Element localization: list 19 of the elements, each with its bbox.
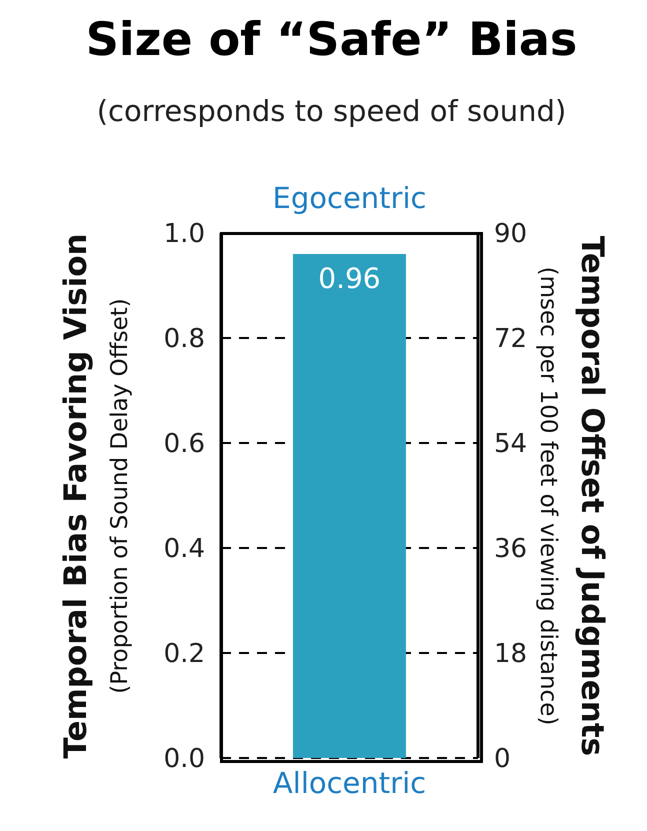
- y2-tick-label: 90: [494, 219, 528, 250]
- y2-tick-label: 18: [494, 639, 528, 670]
- chart-title: Size of “Safe” Bias: [84, 12, 578, 66]
- y-tick-label: 0.4: [164, 534, 205, 564]
- y2-tick-label: 54: [494, 429, 528, 460]
- chart-subtitle: (corresponds to speed of sound): [96, 94, 568, 128]
- data-label: 0.96: [318, 262, 381, 295]
- y-tick-label: 0.0: [164, 744, 205, 774]
- y-tick-label: 1.0: [164, 219, 205, 250]
- text: Egocentric: [272, 181, 428, 215]
- y-tick-label: 0.8: [164, 324, 205, 354]
- y-tick-label: 0.2: [164, 639, 205, 670]
- y2-axis-title: Temporal Offset of Judgments (msec per 100 feet of viewing distance): [534, 234, 611, 758]
- y2-tick-label: 36: [494, 534, 528, 564]
- y2-tick-label: 0: [494, 744, 511, 774]
- y-axis-title: Temporal Bias Favoring Vision (Proportion of Sound Delay Offset): [57, 232, 134, 760]
- y-tick-label: 0.6: [164, 429, 205, 460]
- text: Allocentric: [272, 766, 428, 800]
- y2-tick-label: 72: [494, 324, 528, 354]
